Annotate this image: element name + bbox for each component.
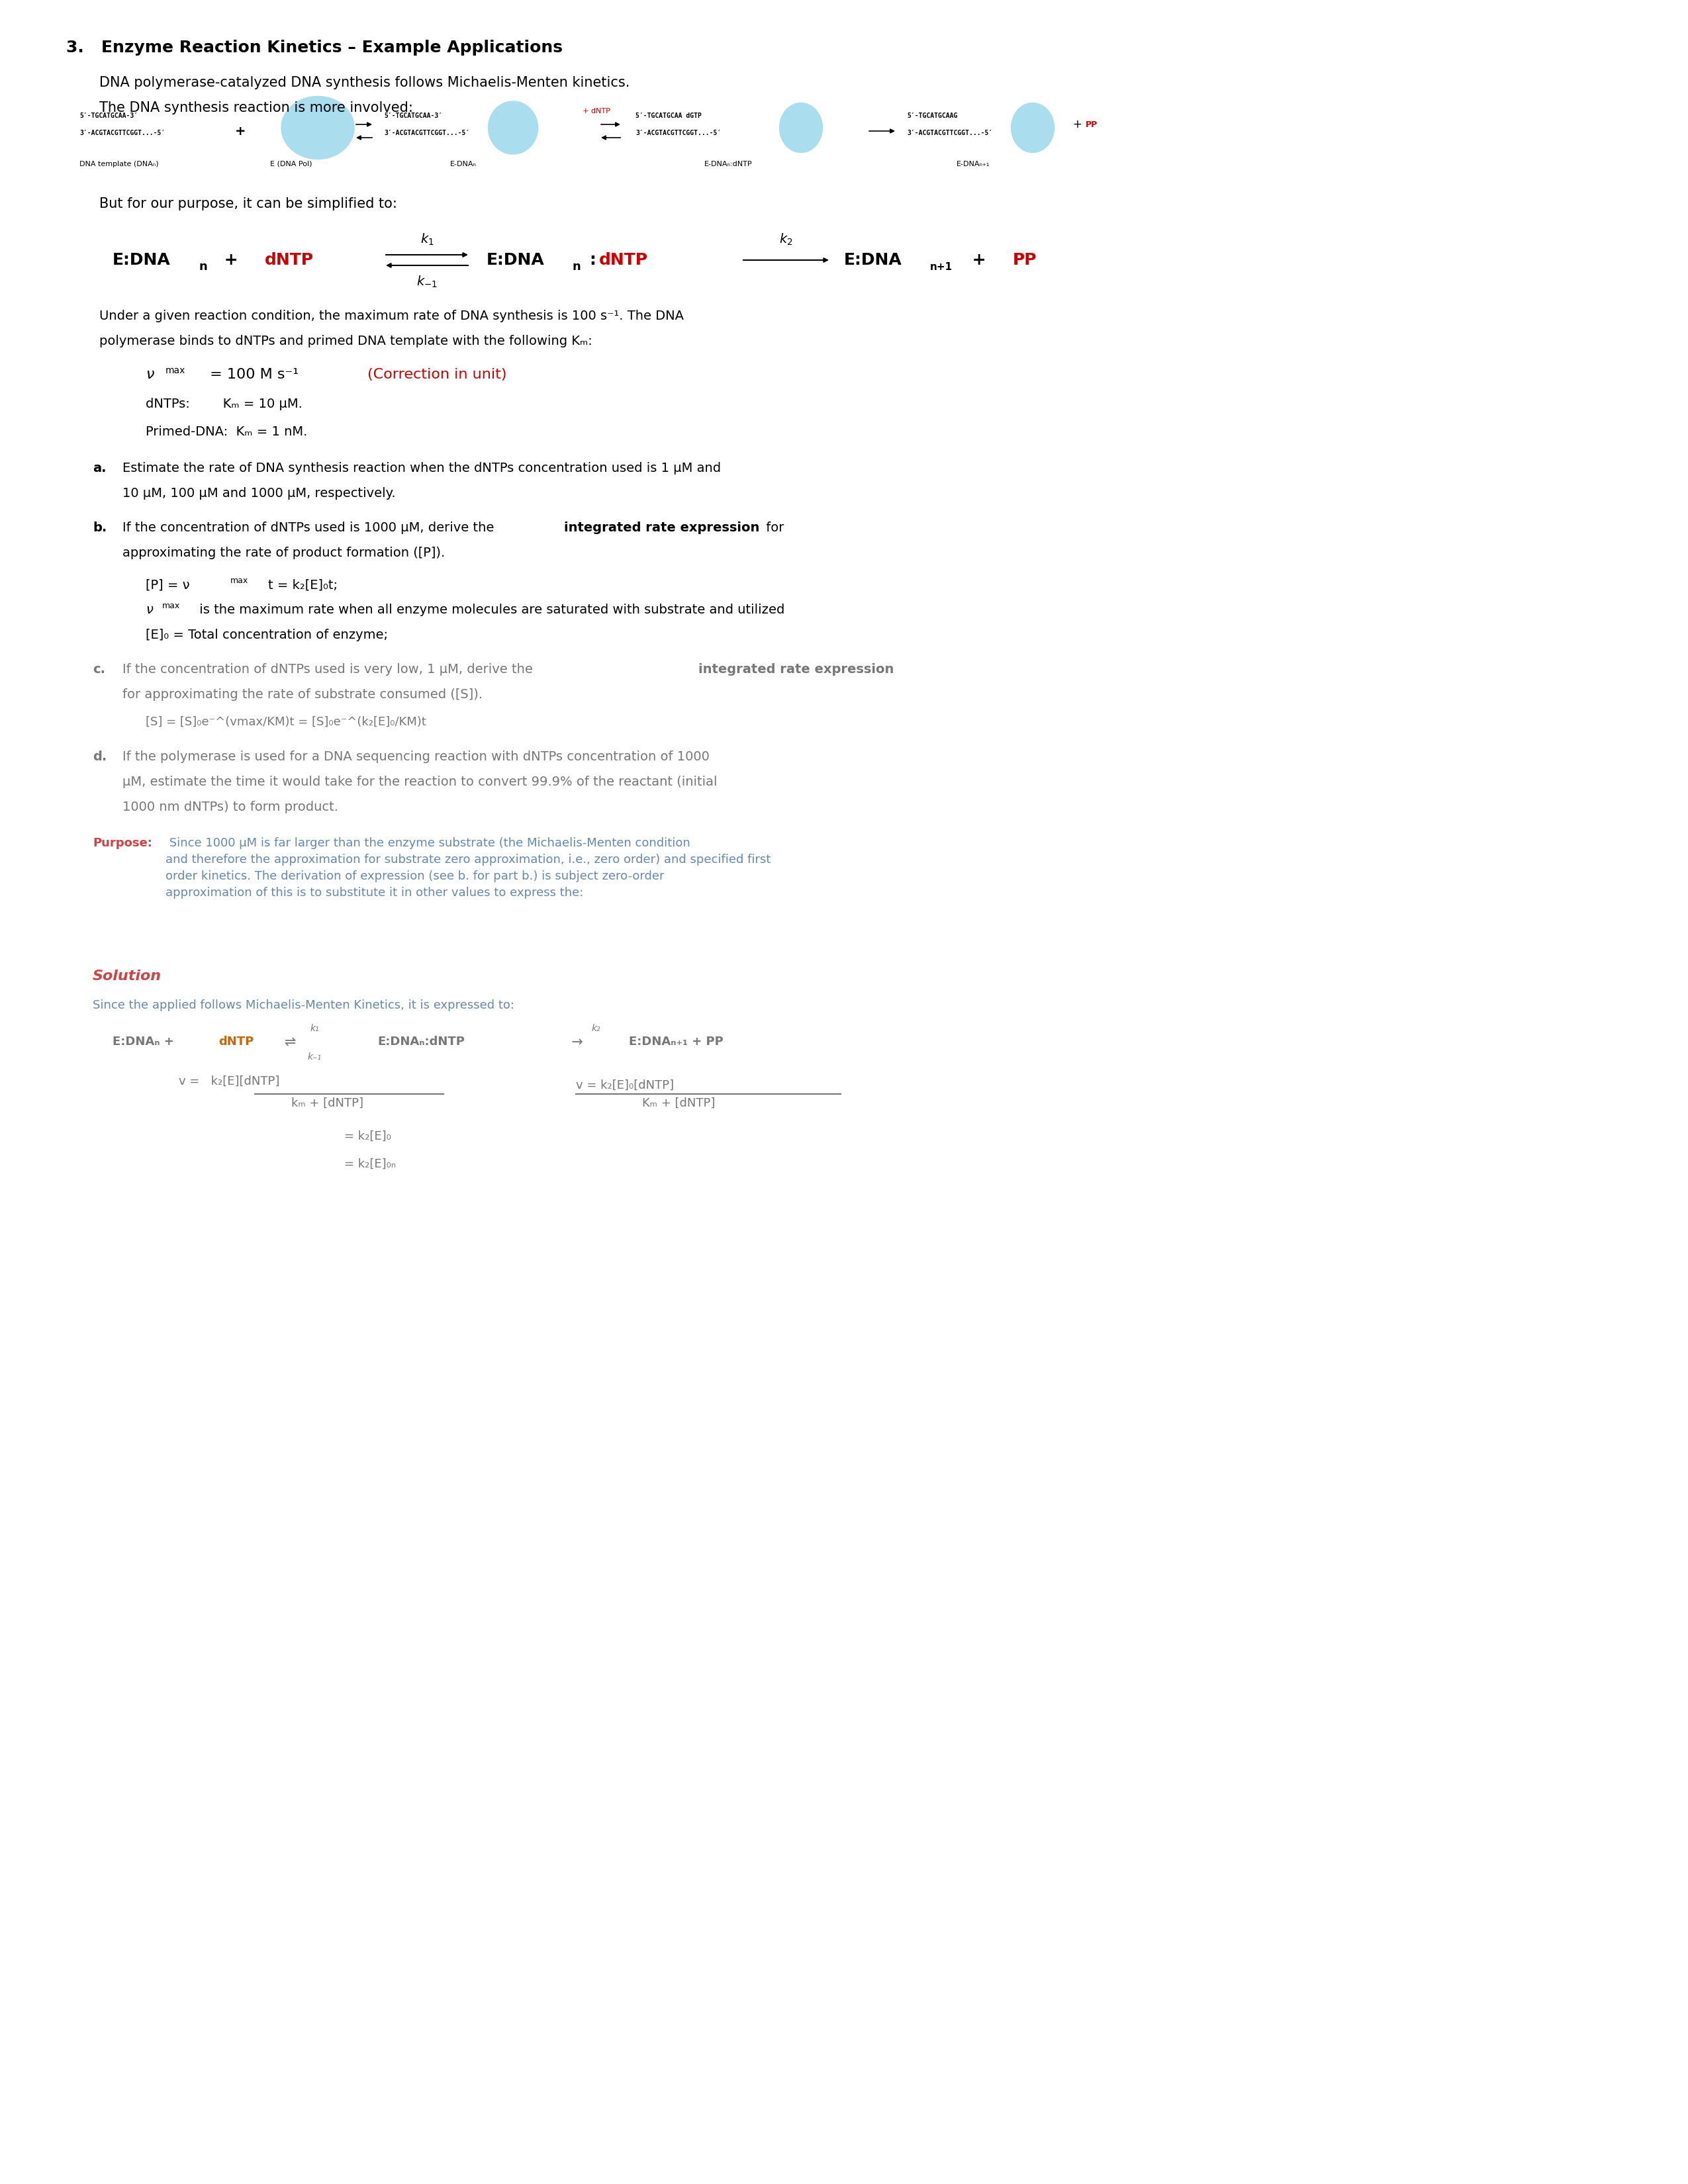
Text: 3′-ACGTACGTTCGGT...-5′: 3′-ACGTACGTTCGGT...-5′ [906, 129, 993, 135]
Text: E:DNAₙ +: E:DNAₙ + [113, 1035, 177, 1048]
Text: E-DNAₙ₊₁: E-DNAₙ₊₁ [957, 162, 989, 168]
Text: E:DNA: E:DNA [486, 251, 545, 269]
Text: Under a given reaction condition, the maximum rate of DNA synthesis is 100 s⁻¹. : Under a given reaction condition, the ma… [100, 310, 684, 323]
Text: 3′-ACGTACGTTCGGT...-5′: 3′-ACGTACGTTCGGT...-5′ [635, 129, 721, 135]
Text: for: for [761, 522, 783, 535]
Text: DNA polymerase-catalyzed DNA synthesis follows Michaelis-Menten kinetics.: DNA polymerase-catalyzed DNA synthesis f… [100, 76, 630, 90]
Text: ν: ν [145, 603, 154, 616]
Text: μM, estimate the time it would take for the reaction to convert 99.9% of the rea: μM, estimate the time it would take for … [123, 775, 717, 788]
Text: The DNA synthesis reaction is more involved:: The DNA synthesis reaction is more invol… [100, 100, 414, 114]
Text: DNA template (DNAₙ): DNA template (DNAₙ) [79, 162, 159, 168]
Text: [S] = [S]₀e⁻^(vmax/KM)t = [S]₀e⁻^(k₂[E]₀/KM)t: [S] = [S]₀e⁻^(vmax/KM)t = [S]₀e⁻^(k₂[E]₀… [145, 716, 425, 727]
Text: But for our purpose, it can be simplified to:: But for our purpose, it can be simplifie… [100, 197, 397, 210]
Text: c.: c. [93, 664, 105, 675]
Text: Solution: Solution [93, 970, 162, 983]
Text: = k₂[E]₀ₙ: = k₂[E]₀ₙ [344, 1158, 397, 1171]
Text: 1000 nm dNTPs) to form product.: 1000 nm dNTPs) to form product. [123, 802, 338, 812]
Text: PP: PP [1013, 251, 1036, 269]
Text: $k_{-1}$: $k_{-1}$ [417, 275, 437, 290]
Text: dNTP: dNTP [265, 251, 314, 269]
Text: +: + [235, 124, 246, 138]
Text: Since 1000 μM is far larger than the enzyme substrate (the Michaelis-Menten cond: Since 1000 μM is far larger than the enz… [165, 836, 771, 900]
Text: E:DNAₙ:dNTP: E:DNAₙ:dNTP [378, 1035, 464, 1048]
Text: b.: b. [93, 522, 106, 535]
Text: $k_1$: $k_1$ [420, 232, 434, 247]
Text: E:DNA: E:DNA [113, 251, 170, 269]
Text: →: → [562, 1035, 592, 1048]
Text: integrated rate expression: integrated rate expression [564, 522, 760, 535]
Text: d.: d. [93, 751, 106, 762]
Text: max: max [165, 367, 186, 376]
Ellipse shape [780, 103, 822, 153]
Text: t = k₂[E]₀t;: t = k₂[E]₀t; [268, 579, 338, 592]
Text: +: + [218, 251, 250, 269]
Text: = k₂[E]₀: = k₂[E]₀ [344, 1131, 392, 1142]
Text: Since the applied follows Michaelis-Menten Kinetics, it is expressed to:: Since the applied follows Michaelis-Ment… [93, 1000, 515, 1011]
Ellipse shape [1011, 103, 1055, 153]
Text: dNTP: dNTP [218, 1035, 253, 1048]
Text: If the concentration of dNTPs used is very low, 1 μM, derive the: If the concentration of dNTPs used is ve… [123, 664, 537, 675]
Text: Purpose:: Purpose: [93, 836, 152, 850]
Text: 3.   Enzyme Reaction Kinetics – Example Applications: 3. Enzyme Reaction Kinetics – Example Ap… [66, 39, 562, 55]
Text: dNTP: dNTP [599, 251, 648, 269]
Text: PP: PP [1085, 120, 1097, 129]
Text: k₁: k₁ [311, 1024, 319, 1033]
Text: If the concentration of dNTPs used is 1000 μM, derive the: If the concentration of dNTPs used is 10… [123, 522, 498, 535]
Text: [E]₀ = Total concentration of enzyme;: [E]₀ = Total concentration of enzyme; [145, 629, 388, 642]
Text: Primed-DNA:  Kₘ = 1 nM.: Primed-DNA: Kₘ = 1 nM. [145, 426, 307, 439]
Text: (Correction in unit): (Correction in unit) [368, 367, 506, 382]
Text: :: : [589, 251, 596, 269]
Text: integrated rate expression: integrated rate expression [699, 664, 895, 675]
Text: a.: a. [93, 463, 106, 474]
Text: +: + [967, 251, 998, 269]
Ellipse shape [282, 96, 354, 159]
Text: $k_2$: $k_2$ [780, 232, 793, 247]
Text: ν: ν [145, 367, 154, 382]
Text: max: max [230, 577, 248, 585]
Text: ⇌: ⇌ [272, 1035, 309, 1048]
Text: 10 μM, 100 μM and 1000 μM, respectively.: 10 μM, 100 μM and 1000 μM, respectively. [123, 487, 395, 500]
Text: E-DNAₙ: E-DNAₙ [451, 162, 476, 168]
Text: n: n [572, 260, 581, 273]
Text: If the polymerase is used for a DNA sequencing reaction with dNTPs concentration: If the polymerase is used for a DNA sequ… [123, 751, 709, 762]
Text: = 100 M s⁻¹: = 100 M s⁻¹ [206, 367, 309, 382]
Text: + dNTP: + dNTP [582, 107, 611, 114]
Text: v =   k₂[E][dNTP]: v = k₂[E][dNTP] [179, 1075, 280, 1088]
Text: [P] = ν: [P] = ν [145, 579, 189, 592]
Text: n+1: n+1 [930, 262, 952, 271]
Ellipse shape [488, 100, 538, 155]
Text: 5′-TGCATGCAA-3′: 5′-TGCATGCAA-3′ [383, 114, 442, 120]
Text: Estimate the rate of DNA synthesis reaction when the dNTPs concentration used is: Estimate the rate of DNA synthesis react… [123, 463, 721, 474]
Text: is the maximum rate when all enzyme molecules are saturated with substrate and u: is the maximum rate when all enzyme mole… [196, 603, 785, 616]
Text: 5′-TGCATGCAA-3′: 5′-TGCATGCAA-3′ [79, 114, 138, 120]
Text: k₋₁: k₋₁ [307, 1053, 321, 1061]
Text: dNTPs:        Kₘ = 10 μM.: dNTPs: Kₘ = 10 μM. [145, 397, 302, 411]
Text: v = k₂[E]₀[dNTP]: v = k₂[E]₀[dNTP] [576, 1079, 674, 1092]
Text: k₂: k₂ [591, 1024, 601, 1033]
Text: E:DNAₙ₊₁ + PP: E:DNAₙ₊₁ + PP [630, 1035, 724, 1048]
Text: +: + [1072, 118, 1082, 131]
Text: approximating the rate of product formation ([P]).: approximating the rate of product format… [123, 546, 446, 559]
Text: for approximating the rate of substrate consumed ([S]).: for approximating the rate of substrate … [123, 688, 483, 701]
Text: E-DNAₙ:dNTP: E-DNAₙ:dNTP [704, 162, 753, 168]
Text: 5′-TGCATGCAA dGTP: 5′-TGCATGCAA dGTP [635, 114, 702, 120]
Text: E:DNA: E:DNA [844, 251, 901, 269]
Text: polymerase binds to dNTPs and primed DNA template with the following Kₘ:: polymerase binds to dNTPs and primed DNA… [100, 334, 592, 347]
Text: n: n [199, 260, 208, 273]
Text: kₘ + [dNTP]: kₘ + [dNTP] [292, 1096, 363, 1109]
Text: E (DNA Pol): E (DNA Pol) [270, 162, 312, 168]
Text: Kₘ + [dNTP]: Kₘ + [dNTP] [641, 1096, 716, 1109]
Text: 3′-ACGTACGTTCGGT...-5′: 3′-ACGTACGTTCGGT...-5′ [79, 129, 165, 135]
Text: 3′-ACGTACGTTCGGT...-5′: 3′-ACGTACGTTCGGT...-5′ [383, 129, 469, 135]
Text: 5′-TGCATGCAAG: 5′-TGCATGCAAG [906, 114, 957, 120]
Text: max: max [162, 601, 181, 609]
